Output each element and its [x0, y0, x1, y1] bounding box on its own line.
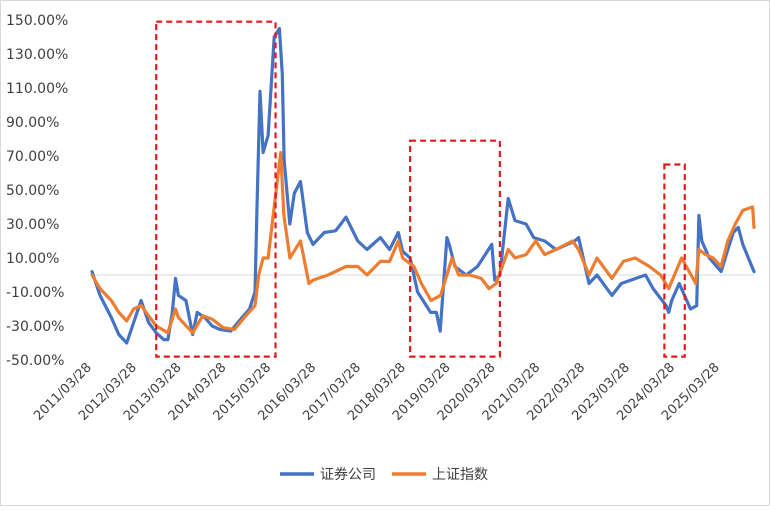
y-tick-label: 150.00%	[6, 13, 68, 29]
legend: 证券公司 上证指数	[280, 467, 488, 483]
y-tick-label: -10.00%	[6, 285, 64, 301]
series-lines	[90, 26, 756, 345]
y-tick-label: -30.00%	[6, 319, 64, 335]
x-axis: 2011/03/282012/03/282013/03/282014/03/28…	[31, 274, 754, 424]
y-tick-label: 90.00%	[6, 115, 59, 131]
y-tick-label: 10.00%	[6, 251, 59, 267]
y-tick-label: 30.00%	[6, 217, 59, 233]
y-tick-label: 110.00%	[6, 81, 68, 97]
series-line-shanghai-index	[90, 151, 756, 335]
y-tick-label: 130.00%	[6, 47, 68, 63]
legend-label: 上证指数	[432, 467, 488, 483]
highlight-box	[155, 20, 277, 358]
y-axis-labels: 150.00% 130.00% 110.00% 90.00% 70.00% 50.00% 3…	[6, 13, 68, 369]
highlight-boxes	[155, 20, 686, 358]
highlight-box	[409, 139, 501, 358]
highlight-box	[663, 163, 686, 358]
y-tick-label: -50.00%	[6, 353, 64, 369]
legend-label: 证券公司	[320, 467, 376, 483]
y-tick-label: 70.00%	[6, 149, 59, 165]
series-line-brokers	[90, 26, 756, 345]
y-tick-label: 50.00%	[6, 183, 59, 199]
